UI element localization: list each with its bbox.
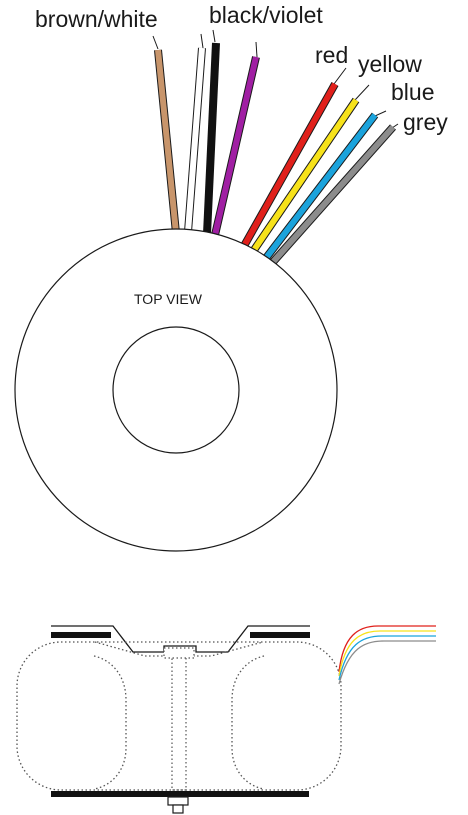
- wire-violet: [211, 56, 260, 236]
- label-yellow: yellow: [358, 51, 422, 77]
- top-mounting-plate: [51, 625, 310, 653]
- right-winding-cavity: [231, 655, 265, 790]
- side-wire-blue: [338, 635, 436, 681]
- center-bolt: [171, 655, 187, 791]
- side-view: [16, 625, 436, 814]
- wire-white: [184, 47, 206, 233]
- left-winding-cavity: [93, 655, 127, 790]
- side-view-wires: [338, 625, 436, 685]
- bottom-nut: [167, 796, 189, 806]
- wire-red: [240, 82, 339, 248]
- wire-brown: [154, 49, 180, 234]
- toroid-side-body: [16, 641, 342, 791]
- label-brown-white: brown/white: [35, 6, 158, 32]
- wire-grey: [270, 124, 396, 265]
- wire-black: [203, 42, 220, 235]
- side-wire-yellow: [338, 630, 436, 677]
- wire-yellow: [250, 97, 360, 253]
- label-red: red: [315, 42, 348, 68]
- label-grey: grey: [403, 109, 448, 135]
- bottom-mounting-plate: [51, 791, 309, 797]
- toroid-inner-hole: [112, 326, 240, 454]
- wire-blue: [262, 112, 379, 261]
- label-leader-lines: [152, 29, 399, 129]
- label-black-violet: black/violet: [209, 2, 323, 28]
- bolt-head: [163, 647, 195, 659]
- top-view-label: TOP VIEW: [134, 291, 203, 307]
- bottom-bolt-end: [172, 804, 184, 814]
- label-blue: blue: [391, 79, 434, 105]
- side-wire-red: [338, 625, 436, 673]
- side-wire-grey: [338, 640, 436, 685]
- wire-brown-core: [155, 49, 179, 234]
